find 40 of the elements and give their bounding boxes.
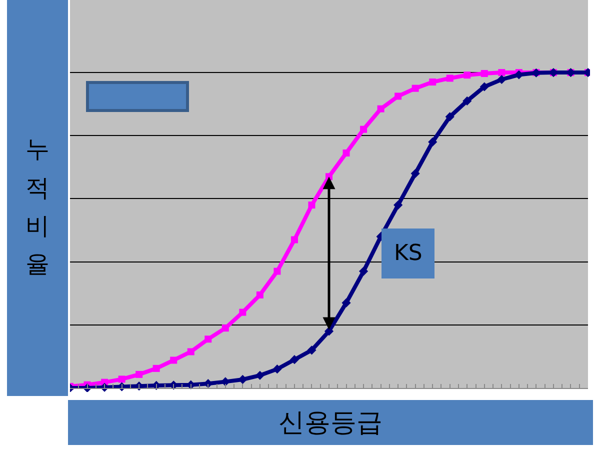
point	[428, 137, 438, 146]
point	[446, 74, 454, 82]
point	[307, 346, 316, 355]
point	[412, 84, 419, 92]
point	[462, 96, 472, 106]
point	[342, 298, 351, 308]
point	[342, 149, 350, 156]
point	[170, 356, 178, 364]
point	[255, 370, 264, 380]
point	[480, 70, 488, 77]
point	[480, 82, 489, 92]
point	[187, 348, 194, 356]
point	[360, 126, 368, 133]
point	[394, 92, 402, 100]
point	[290, 355, 300, 364]
point	[256, 291, 264, 298]
point	[152, 364, 160, 372]
point	[445, 112, 454, 122]
point	[394, 200, 403, 210]
point	[410, 168, 420, 178]
point	[272, 364, 282, 374]
point	[308, 202, 316, 209]
point	[274, 268, 281, 275]
point	[497, 74, 506, 84]
point	[136, 370, 143, 378]
point	[222, 324, 229, 332]
point	[118, 376, 126, 383]
x-axis-title: 신용등급	[68, 400, 593, 445]
point	[324, 326, 334, 336]
y-axis-title: 누적비율	[22, 122, 52, 274]
point	[239, 308, 246, 316]
point	[377, 105, 384, 112]
point	[290, 236, 298, 244]
annotation: KS	[394, 241, 422, 266]
point	[429, 78, 436, 86]
point	[498, 69, 506, 76]
point	[464, 72, 471, 79]
point	[204, 336, 212, 343]
point	[358, 266, 368, 276]
point	[238, 374, 248, 384]
